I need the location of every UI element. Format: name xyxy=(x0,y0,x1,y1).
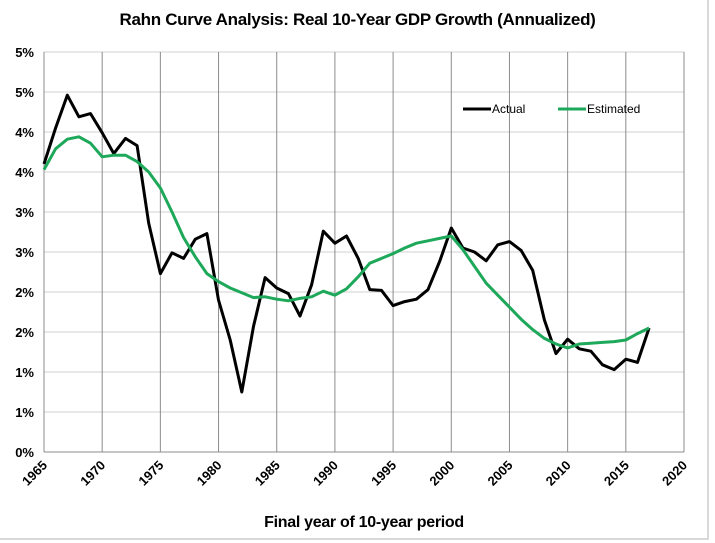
series-line-actual xyxy=(42,93,651,394)
x-tick-label: 2005 xyxy=(485,458,516,489)
y-tick-label: 4% xyxy=(15,125,34,140)
y-tick-label: 5% xyxy=(15,85,34,100)
x-tick-label: 2010 xyxy=(543,458,574,489)
gridlines xyxy=(44,51,685,452)
chart-title: Rahn Curve Analysis: Real 10-Year GDP Gr… xyxy=(119,10,596,29)
y-tick-label: 5% xyxy=(15,45,34,60)
y-tick-label: 1% xyxy=(15,405,34,420)
y-tick-label: 0% xyxy=(15,445,34,460)
x-tick-label: 1970 xyxy=(77,458,108,489)
x-tick-label: 2015 xyxy=(601,458,632,489)
legend-label-actual: Actual xyxy=(492,102,525,116)
x-tick-label: 2020 xyxy=(659,458,690,489)
x-tick-label: 2000 xyxy=(426,458,457,489)
x-tick-label: 1975 xyxy=(135,458,166,489)
y-tick-label: 3% xyxy=(15,205,34,220)
y-tick-label: 2% xyxy=(15,325,34,340)
x-tick-label: 1985 xyxy=(252,458,283,489)
data-series xyxy=(42,93,651,394)
axes xyxy=(43,52,684,453)
x-tick-label: 1980 xyxy=(194,458,225,489)
y-axis-tick-labels: 0% 1% 1% 2% 2% 3% 3% 4% 4% 5% 5% xyxy=(15,45,34,460)
x-tick-label: 1965 xyxy=(19,458,50,489)
y-tick-label: 1% xyxy=(15,365,34,380)
legend-label-estimated: Estimated xyxy=(587,102,640,116)
x-axis-title: Final year of 10-year period xyxy=(264,514,464,531)
x-axis-tick-labels: 1965 1970 1975 1980 1985 1990 1995 2000 2005 2010… xyxy=(19,458,690,489)
legend: Actual Estimated xyxy=(463,102,640,116)
x-tick-label: 1990 xyxy=(310,458,341,489)
y-tick-label: 2% xyxy=(15,285,34,300)
x-tick-label: 1995 xyxy=(368,458,399,489)
y-tick-label: 4% xyxy=(15,165,34,180)
y-tick-label: 3% xyxy=(15,245,34,260)
series-line-estimated xyxy=(42,135,650,350)
